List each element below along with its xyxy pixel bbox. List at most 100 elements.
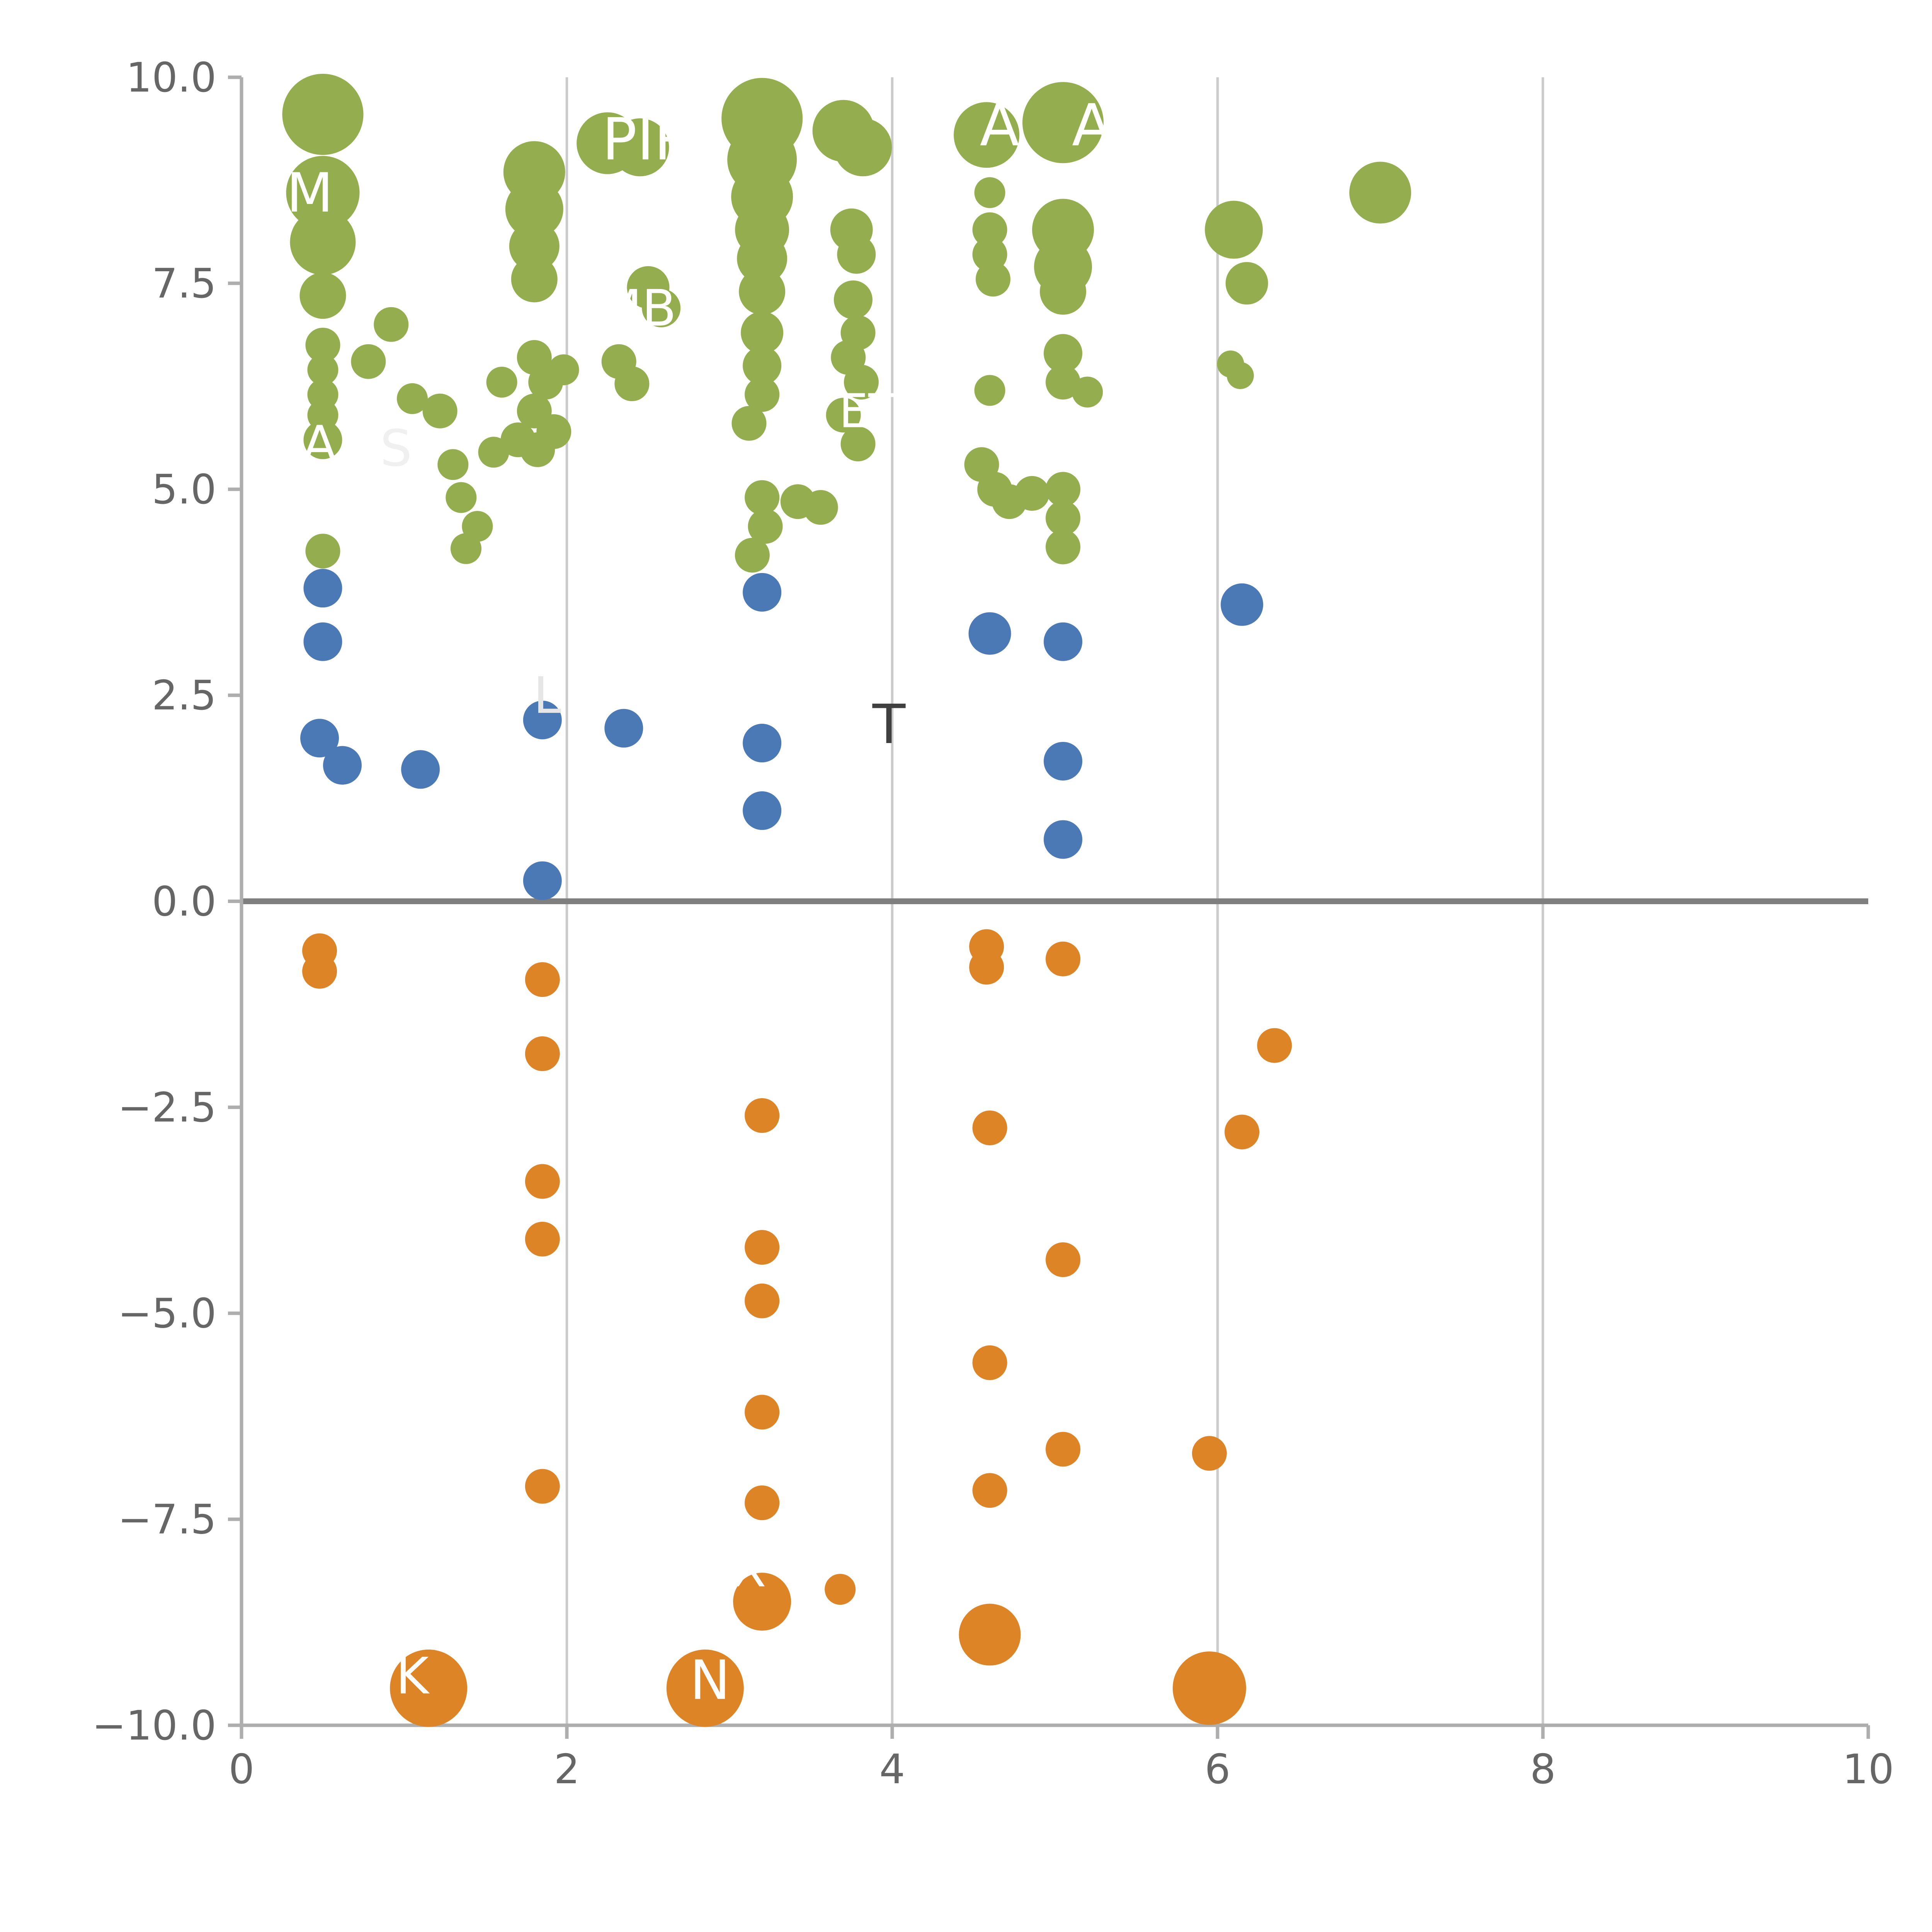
- bubble-group-positive-green: [611, 118, 669, 177]
- bubble-group-negative-orange: [745, 1098, 780, 1133]
- bubble-group-positive-green: [974, 375, 1005, 406]
- bubble-group-low-positive-blue: [300, 719, 339, 758]
- bubble-group-positive-green: [1046, 472, 1081, 507]
- bubble-group-low-positive-blue: [303, 622, 342, 661]
- bubble-group-negative-orange: [525, 962, 560, 997]
- x-tick-label-10: 10: [1842, 1746, 1894, 1793]
- bubble-group-positive-green: [748, 509, 783, 544]
- bubble-group-negative-orange: [972, 1110, 1007, 1145]
- bubble-group-positive-green: [1205, 201, 1263, 259]
- bubble-group-negative-orange: [745, 1230, 780, 1265]
- y-tick-label--7.5: −7.5: [118, 1496, 216, 1543]
- bubble-label: M: [286, 162, 333, 225]
- bubble-group-negative-orange: [745, 1283, 780, 1318]
- bubble-group-negative-orange: [390, 1650, 468, 1727]
- bubble-group-positive-green: [422, 393, 457, 429]
- bubble-group-positive-green: [486, 367, 517, 398]
- bubble-group-positive-green: [1044, 334, 1083, 373]
- bubble-group-low-positive-blue: [743, 724, 782, 763]
- bubble-group-positive-green: [731, 406, 767, 441]
- bubble-label: T: [872, 693, 906, 756]
- bubble-group-positive-green: [743, 346, 782, 385]
- bubble-group-positive-green: [1349, 162, 1411, 224]
- bubble-group-negative-orange: [666, 1650, 744, 1727]
- bubble-label: ET: [839, 385, 897, 439]
- x-tick-label-0: 0: [229, 1746, 255, 1793]
- bubble-group-low-positive-blue: [1044, 820, 1083, 859]
- bubble-group-positive-green: [397, 383, 428, 414]
- bubble-group-negative-orange: [525, 1164, 560, 1199]
- bubble-group-positive-green: [614, 366, 650, 401]
- bubble-group-low-positive-blue: [1221, 583, 1264, 626]
- bubble-group-positive-green: [509, 221, 560, 272]
- bubble-group-positive-green: [840, 426, 876, 461]
- bubble-group-positive-green: [1046, 365, 1081, 400]
- bubble-group-negative-orange: [745, 1485, 780, 1520]
- bubble-label: MBY: [599, 279, 704, 338]
- bubble-group-low-positive-blue: [303, 569, 342, 608]
- bubble-group-positive-green: [974, 177, 1005, 208]
- bubble-group-positive-green: [735, 537, 770, 573]
- bubble-group-positive-green: [1015, 476, 1050, 511]
- y-tick-label-7.5: 7.5: [152, 260, 216, 307]
- bubble-group-negative-orange: [1046, 941, 1081, 976]
- bubble-group-positive-green: [505, 180, 563, 238]
- bubble-group-positive-green: [446, 482, 477, 513]
- bubble-group-positive-green: [307, 354, 338, 386]
- y-tick-label--2.5: −2.5: [118, 1084, 216, 1131]
- bubble-group-positive-green: [972, 212, 1007, 247]
- bubble-group-positive-green: [305, 534, 340, 569]
- bubble-group-negative-orange: [825, 1574, 856, 1605]
- bubble-label: K: [396, 1647, 430, 1706]
- bubble-group-positive-green: [642, 289, 681, 328]
- bubble-group-positive-green: [450, 533, 481, 564]
- bubble-group-negative-orange: [733, 1573, 791, 1631]
- bubble-group-positive-green: [954, 102, 1020, 168]
- y-tick-label-0: 0.0: [152, 878, 216, 925]
- bubble-group-negative-orange: [1046, 1432, 1081, 1467]
- bubble-group-negative-orange: [525, 1469, 560, 1504]
- bubble-group-positive-green: [437, 449, 469, 480]
- bubble-group-positive-green: [1226, 362, 1254, 389]
- bubble-group-positive-green: [737, 233, 787, 284]
- bubble-group-positive-green: [745, 480, 780, 515]
- y-tick-label--5: −5.0: [118, 1290, 216, 1337]
- bubble-group-low-positive-blue: [1044, 742, 1083, 781]
- bubble-label: S: [380, 419, 412, 478]
- x-tick-label-6: 6: [1205, 1746, 1231, 1793]
- bubble-label: A: [303, 415, 337, 473]
- bubble-group-negative-orange: [525, 1036, 560, 1071]
- bubble-group-negative-orange: [972, 1345, 1007, 1380]
- bubble-group-positive-green: [826, 398, 861, 433]
- y-tick-label--10: −10.0: [92, 1702, 216, 1749]
- bubble-group-positive-green: [1046, 529, 1081, 565]
- bubble-group-low-positive-blue: [523, 701, 562, 740]
- bubble-label: AR: [1072, 92, 1152, 159]
- bubble-label: N: [690, 1649, 730, 1712]
- bubble-group-negative-orange: [1192, 1436, 1227, 1471]
- bubble-group-positive-green: [520, 432, 555, 467]
- bubble-group-positive-green: [374, 307, 409, 342]
- x-tick-label-8: 8: [1530, 1746, 1556, 1793]
- bubble-group-low-positive-blue: [323, 746, 362, 785]
- bubble-group-positive-green: [803, 490, 838, 525]
- bubble-group-positive-green: [290, 209, 356, 275]
- bubble-group-low-positive-blue: [743, 791, 782, 830]
- bubble-group-positive-green: [976, 262, 1011, 297]
- bubble-group-positive-green: [741, 311, 784, 354]
- bubble-group-negative-orange: [302, 954, 337, 989]
- bubble-group-positive-green: [548, 354, 579, 386]
- bubble-group-positive-green: [833, 280, 872, 319]
- bubble-group-positive-green: [844, 365, 879, 400]
- bubble-group-positive-green: [745, 377, 780, 412]
- bubble-group-negative-orange: [1172, 1651, 1246, 1725]
- bubble-label: X: [732, 1539, 766, 1598]
- bubble-group-positive-green: [739, 268, 786, 315]
- y-tick-label-5: 5.0: [152, 466, 216, 513]
- bubble-group-positive-green: [1225, 262, 1268, 305]
- bubble-group-low-positive-blue: [1044, 622, 1083, 661]
- bubble-group-positive-green: [1072, 376, 1103, 408]
- bubble-label: PIR: [602, 106, 694, 173]
- bubble-group-negative-orange: [745, 1395, 780, 1430]
- bubble-group-low-positive-blue: [401, 750, 440, 789]
